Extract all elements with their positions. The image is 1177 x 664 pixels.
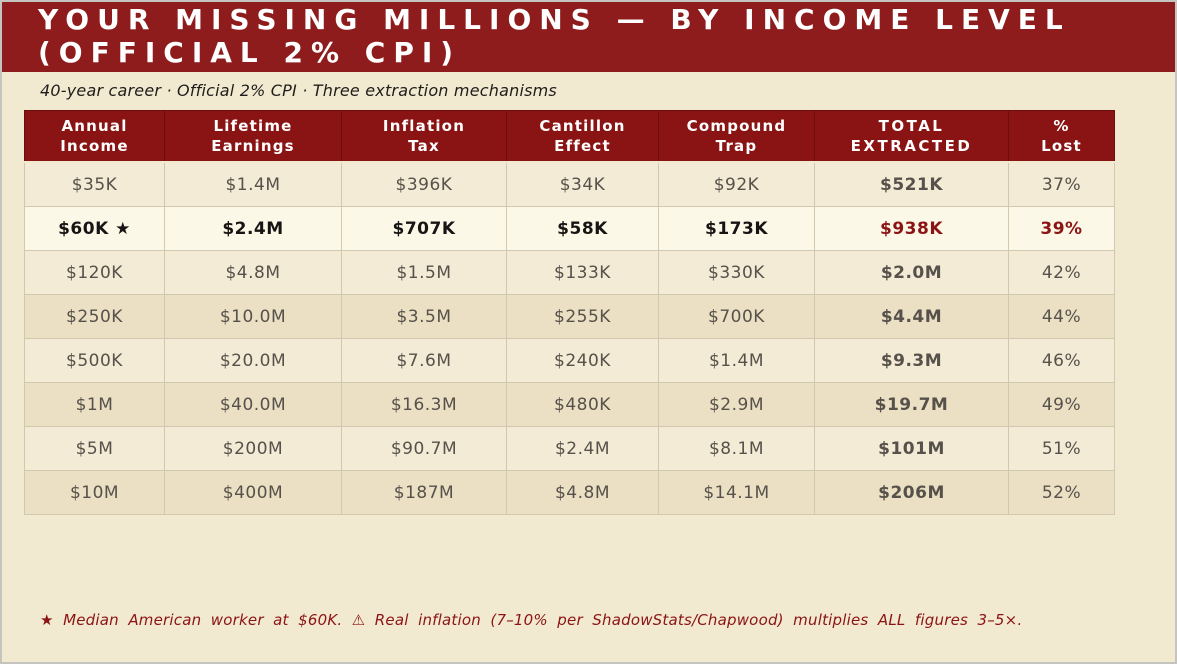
cell-lifetime-earnings: $4.8M <box>164 250 342 295</box>
cell-total-extracted: $521K <box>814 161 1009 207</box>
column-header-inflation-tax: Inflation Tax <box>341 110 507 163</box>
table-row: $5M $200M $90.7M $2.4M $8.1M $101M 51% <box>24 426 1115 471</box>
cell-cantillon-effect: $58K <box>506 206 659 251</box>
slide: YOUR MISSING MILLIONS — BY INCOME LEVEL … <box>2 2 1175 629</box>
cell-income: $500K <box>24 338 165 383</box>
table-row: $60K ★ $2.4M $707K $58K $173K $938K 39% <box>24 206 1115 251</box>
header-line: EXTRACTED <box>850 137 973 155</box>
cell-income: $250K <box>24 294 165 339</box>
cell-compound-trap: $700K <box>658 294 815 339</box>
cell-inflation-tax: $7.6M <box>341 338 507 383</box>
header-line: Inflation <box>382 117 466 135</box>
cell-total-extracted: $19.7M <box>814 382 1009 427</box>
cell-inflation-tax: $707K <box>341 206 507 251</box>
cell-pct-lost: 39% <box>1008 206 1115 251</box>
cell-inflation-tax: $16.3M <box>341 382 507 427</box>
column-header-total-extracted: TOTAL EXTRACTED <box>814 110 1009 163</box>
header-line: Effect <box>554 137 611 155</box>
table-header: Annual Income Lifetime Earnings Inflation T… <box>24 110 1115 163</box>
cell-compound-trap: $92K <box>658 161 815 207</box>
header-line: % <box>1053 117 1070 135</box>
cell-inflation-tax: $90.7M <box>341 426 507 471</box>
cell-cantillon-effect: $240K <box>506 338 659 383</box>
header-line: Annual <box>61 117 128 135</box>
cell-inflation-tax: $187M <box>341 470 507 515</box>
table-row: $35K $1.4M $396K $34K $92K $521K 37% <box>24 161 1115 207</box>
cell-compound-trap: $2.9M <box>658 382 815 427</box>
table-row: $250K $10.0M $3.5M $255K $700K $4.4M 44% <box>24 294 1115 339</box>
cell-lifetime-earnings: $40.0M <box>164 382 342 427</box>
cell-pct-lost: 49% <box>1008 382 1115 427</box>
table-row: $120K $4.8M $1.5M $133K $330K $2.0M 42% <box>24 250 1115 295</box>
cell-total-extracted: $9.3M <box>814 338 1009 383</box>
cell-pct-lost: 42% <box>1008 250 1115 295</box>
cell-total-extracted: $2.0M <box>814 250 1009 295</box>
cell-total-extracted: $4.4M <box>814 294 1009 339</box>
cell-inflation-tax: $1.5M <box>341 250 507 295</box>
column-header-compound-trap: Compound Trap <box>658 110 815 163</box>
cell-cantillon-effect: $480K <box>506 382 659 427</box>
cell-cantillon-effect: $4.8M <box>506 470 659 515</box>
cell-cantillon-effect: $133K <box>506 250 659 295</box>
cell-pct-lost: 51% <box>1008 426 1115 471</box>
cell-pct-lost: 52% <box>1008 470 1115 515</box>
footnote: ★ Median American worker at $60K. ⚠ Real… <box>40 611 1023 629</box>
cell-pct-lost: 44% <box>1008 294 1115 339</box>
header-line: Cantillon <box>539 117 626 135</box>
cell-lifetime-earnings: $200M <box>164 426 342 471</box>
table-header-row: Annual Income Lifetime Earnings Inflation T… <box>24 110 1115 163</box>
header-line: Lifetime <box>213 117 293 135</box>
table-row: $1M $40.0M $16.3M $480K $2.9M $19.7M 49% <box>24 382 1115 427</box>
table-body: $35K $1.4M $396K $34K $92K $521K 37% $60K ★ $2.4… <box>24 161 1115 515</box>
subtitle: 40-year career · Official 2% CPI · Three… <box>40 81 557 100</box>
cell-cantillon-effect: $255K <box>506 294 659 339</box>
cell-lifetime-earnings: $2.4M <box>164 206 342 251</box>
cell-lifetime-earnings: $20.0M <box>164 338 342 383</box>
header-line: Compound <box>686 117 787 135</box>
cell-income: $10M <box>24 470 165 515</box>
cell-lifetime-earnings: $1.4M <box>164 161 342 207</box>
cell-inflation-tax: $396K <box>341 161 507 207</box>
cell-income: $35K <box>24 161 165 207</box>
cell-income: $5M <box>24 426 165 471</box>
cell-income: $60K ★ <box>24 206 165 251</box>
cell-compound-trap: $173K <box>658 206 815 251</box>
income-extraction-table: Annual Income Lifetime Earnings Inflation T… <box>24 110 1115 515</box>
cell-pct-lost: 46% <box>1008 338 1115 383</box>
header-line: Earnings <box>211 137 295 155</box>
header-line: Lost <box>1041 137 1082 155</box>
header-line: TOTAL <box>878 117 945 135</box>
header-line: Trap <box>715 137 758 155</box>
header-line: Tax <box>408 137 440 155</box>
table-row: $500K $20.0M $7.6M $240K $1.4M $9.3M 46% <box>24 338 1115 383</box>
cell-total-extracted: $206M <box>814 470 1009 515</box>
page-title-line1: YOUR MISSING MILLIONS — BY INCOME LEVEL <box>38 3 1071 36</box>
cell-cantillon-effect: $2.4M <box>506 426 659 471</box>
cell-total-extracted: $101M <box>814 426 1009 471</box>
column-header-annual-income: Annual Income <box>24 110 165 163</box>
cell-compound-trap: $1.4M <box>658 338 815 383</box>
table-row: $10M $400M $187M $4.8M $14.1M $206M 52% <box>24 470 1115 515</box>
cell-income: $1M <box>24 382 165 427</box>
title-banner: YOUR MISSING MILLIONS — BY INCOME LEVEL … <box>2 2 1175 72</box>
column-header-cantillon-effect: Cantillon Effect <box>506 110 659 163</box>
column-header-pct-lost: % Lost <box>1008 110 1115 163</box>
cell-compound-trap: $14.1M <box>658 470 815 515</box>
page-title-line2: (OFFICIAL 2% CPI) <box>38 36 462 69</box>
cell-inflation-tax: $3.5M <box>341 294 507 339</box>
column-header-lifetime-earnings: Lifetime Earnings <box>164 110 342 163</box>
cell-compound-trap: $330K <box>658 250 815 295</box>
cell-lifetime-earnings: $10.0M <box>164 294 342 339</box>
cell-compound-trap: $8.1M <box>658 426 815 471</box>
cell-income: $120K <box>24 250 165 295</box>
cell-pct-lost: 37% <box>1008 161 1115 207</box>
cell-lifetime-earnings: $400M <box>164 470 342 515</box>
cell-total-extracted: $938K <box>814 206 1009 251</box>
cell-cantillon-effect: $34K <box>506 161 659 207</box>
header-line: Income <box>60 137 129 155</box>
